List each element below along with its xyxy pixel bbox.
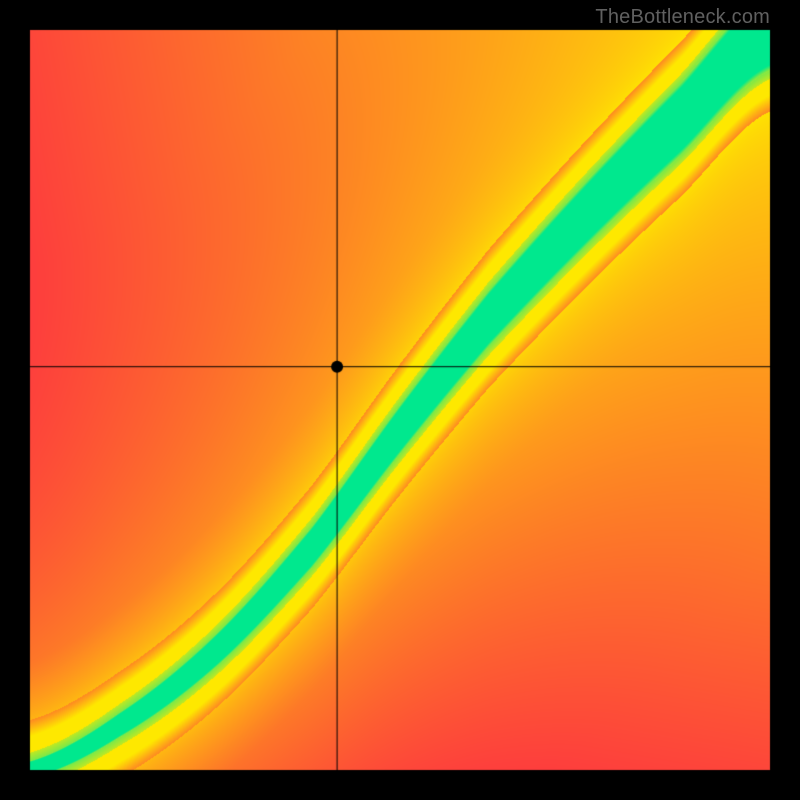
- heatmap-canvas: [0, 0, 800, 800]
- watermark-text: TheBottleneck.com: [595, 6, 770, 29]
- chart-container: TheBottleneck.com: [0, 0, 800, 800]
